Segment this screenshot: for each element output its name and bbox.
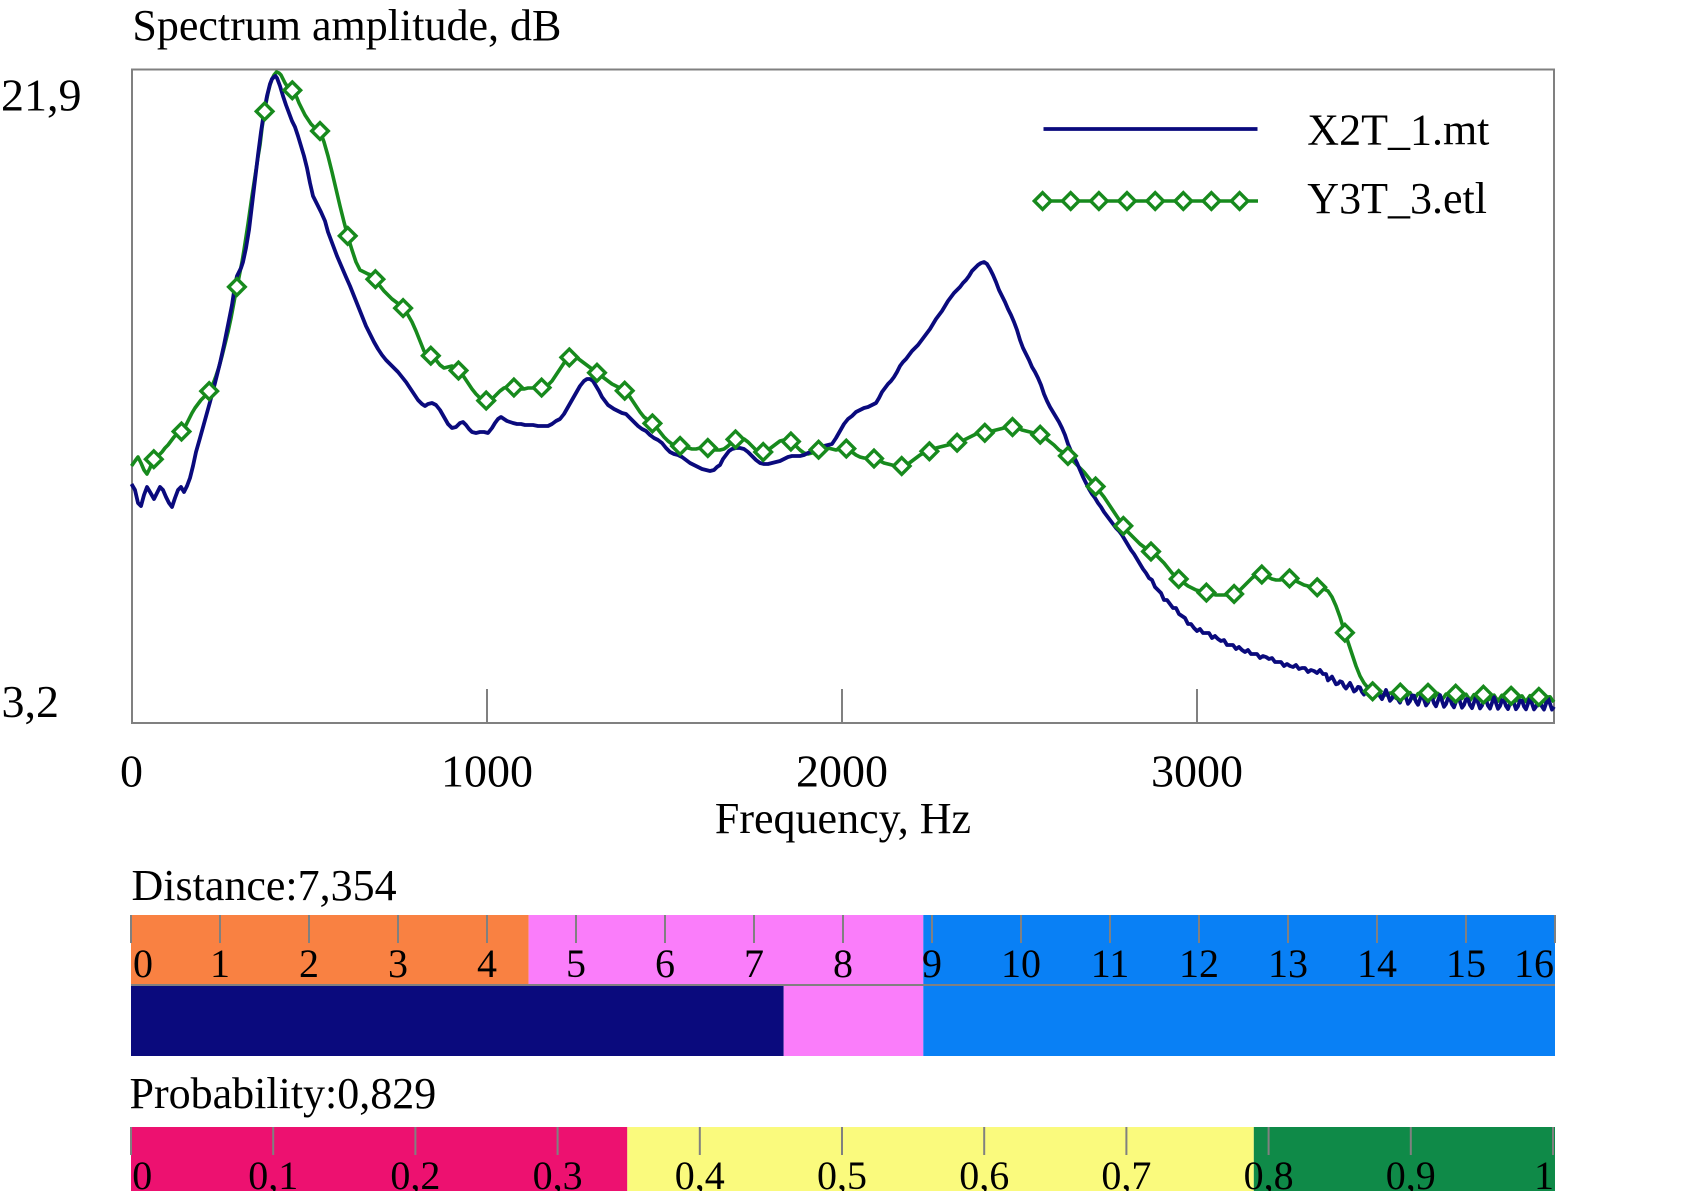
svg-text:0,3: 0,3 [533, 1153, 583, 1191]
svg-text:21,9: 21,9 [1, 70, 82, 121]
svg-text:14: 14 [1357, 941, 1397, 986]
svg-text:0: 0 [120, 746, 143, 797]
svg-text:Probability:0,829: Probability:0,829 [130, 1069, 437, 1118]
svg-text:0,6: 0,6 [959, 1153, 1009, 1191]
svg-text:Y3T_3.etl: Y3T_3.etl [1307, 174, 1487, 223]
svg-text:0,2: 0,2 [390, 1153, 440, 1191]
svg-text:7: 7 [744, 941, 764, 986]
svg-text:10: 10 [1001, 941, 1041, 986]
svg-text:12: 12 [1179, 941, 1219, 986]
svg-text:Spectrum amplitude, dB: Spectrum amplitude, dB [132, 1, 561, 50]
svg-text:5: 5 [566, 941, 586, 986]
svg-text:Frequency, Hz: Frequency, Hz [715, 794, 971, 843]
svg-text:0,1: 0,1 [248, 1153, 298, 1191]
svg-text:4: 4 [477, 941, 497, 986]
svg-text:1000: 1000 [441, 746, 533, 797]
svg-text:0: 0 [133, 941, 153, 986]
svg-text:9: 9 [922, 941, 942, 986]
svg-text:13: 13 [1268, 941, 1308, 986]
svg-text:16: 16 [1514, 941, 1554, 986]
svg-text:2000: 2000 [796, 746, 888, 797]
svg-text:0: 0 [132, 1153, 152, 1191]
svg-text:X2T_1.mt: X2T_1.mt [1307, 106, 1489, 155]
svg-text:1: 1 [1534, 1153, 1554, 1191]
svg-text:2: 2 [299, 941, 319, 986]
svg-text:6: 6 [655, 941, 675, 986]
svg-text:1: 1 [210, 941, 230, 986]
svg-text:3: 3 [388, 941, 408, 986]
svg-text:Distance:7,354: Distance:7,354 [132, 861, 397, 910]
svg-text:0,5: 0,5 [817, 1153, 867, 1191]
svg-text:0,8: 0,8 [1244, 1153, 1294, 1191]
svg-text:8: 8 [833, 941, 853, 986]
svg-text:15: 15 [1446, 941, 1486, 986]
svg-text:3000: 3000 [1151, 746, 1243, 797]
svg-text:11: 11 [1091, 941, 1130, 986]
svg-text:0,4: 0,4 [675, 1153, 725, 1191]
svg-text:3,2: 3,2 [2, 676, 60, 727]
svg-text:0,9: 0,9 [1386, 1153, 1436, 1191]
svg-text:0,7: 0,7 [1101, 1153, 1151, 1191]
